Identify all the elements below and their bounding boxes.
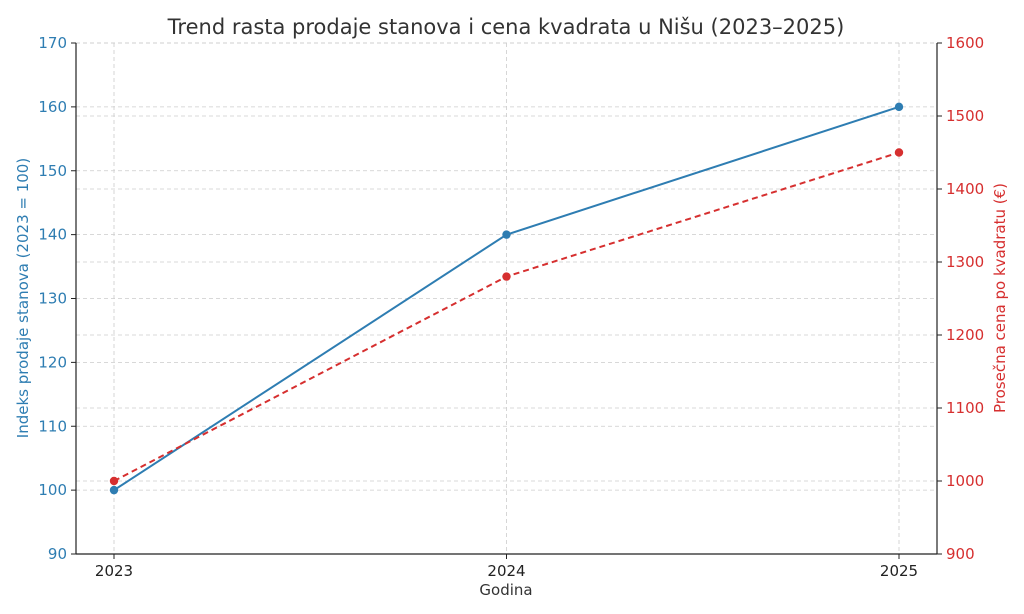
- y-axis-label-right: Prosečna cena po kvadratu (€): [991, 183, 1009, 413]
- y-tick-label-left: 160: [38, 98, 67, 116]
- data-point-left: [502, 230, 511, 239]
- y-tick-label-left: 100: [38, 481, 67, 499]
- y-tick-label-left: 110: [38, 417, 67, 435]
- y-tick-label-left: 150: [38, 162, 67, 180]
- tick-labels: 90 100 110 120 130 140 150 160 170 900 1000 1100 120…: [38, 34, 984, 580]
- y-tick-label-right: 1300: [946, 253, 984, 271]
- y-tick-label-left: 140: [38, 226, 67, 244]
- y-tick-label-right: 900: [946, 545, 975, 563]
- y-tick-label-right: 1600: [946, 34, 984, 52]
- x-tick-label: 2025: [880, 562, 918, 580]
- data-point-right: [109, 476, 119, 486]
- y-tick-label-left: 130: [38, 290, 67, 308]
- y-tick-label-right: 1000: [946, 472, 984, 490]
- series-lines: [109, 102, 904, 495]
- y-tick-label-right: 1400: [946, 180, 984, 198]
- grid: [76, 42, 937, 555]
- axes: [71, 42, 942, 559]
- y-tick-label-right: 1500: [946, 107, 984, 125]
- x-tick-label: 2023: [95, 562, 133, 580]
- y-tick-label-left: 120: [38, 353, 67, 371]
- data-point-left: [109, 485, 119, 495]
- x-tick-label: 2024: [487, 562, 525, 580]
- y-tick-label-left: 90: [48, 545, 67, 563]
- y-tick-label-left: 170: [38, 34, 67, 52]
- y-axis-label-left: Indeks prodaje stanova (2023 = 100): [14, 158, 32, 438]
- data-point-right: [502, 272, 511, 281]
- x-axis-label: Godina: [479, 581, 532, 599]
- y-tick-label-right: 1200: [946, 326, 984, 344]
- y-tick-label-right: 1100: [946, 399, 984, 417]
- data-point-left: [894, 102, 904, 112]
- data-point-right: [894, 148, 904, 157]
- chart-title: Trend rasta prodaje stanova i cena kvadr…: [167, 15, 845, 39]
